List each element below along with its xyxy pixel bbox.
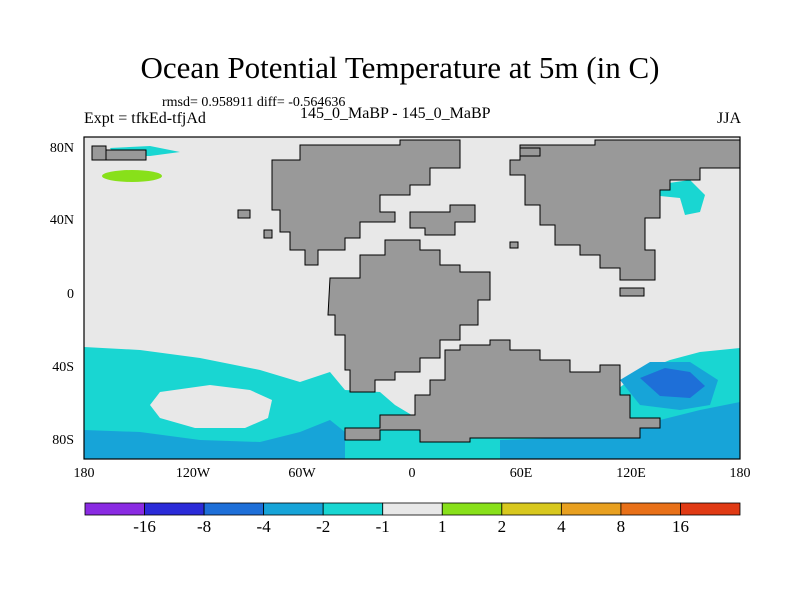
colorbar-swatch	[84, 502, 145, 516]
land-arctic-island-2	[105, 149, 147, 161]
colorbar-swatch	[382, 502, 443, 516]
land-arctic-island-3	[519, 147, 541, 157]
colorbar-label: -4	[256, 517, 271, 536]
colorbar-swatch	[501, 502, 562, 516]
colorbar-swatch	[560, 502, 622, 516]
lon-label-180w: 180	[73, 466, 95, 481]
plot-title: Ocean Potential Temperature at 5m (in C)	[140, 50, 660, 85]
anomaly-cyan-pacific-tongue	[150, 385, 272, 428]
land-masses	[91, 139, 741, 443]
colorbar-label: 16	[671, 517, 689, 536]
land-laurasia-west	[271, 139, 461, 266]
colorbar-label: -16	[133, 517, 156, 536]
colorbar-label: 1	[438, 517, 447, 536]
colorbar-swatch	[680, 502, 741, 516]
lon-label-0: 0	[408, 466, 416, 481]
map-frame	[83, 136, 741, 460]
experiment-label: Expt = tfkEd-tfjAd	[84, 110, 206, 127]
colorbar-label: 4	[557, 517, 566, 536]
land-europe-bridge	[409, 204, 476, 236]
colorbar-swatch	[144, 502, 205, 516]
land-tethys-islet	[509, 241, 519, 249]
lon-label-60e: 60E	[509, 466, 533, 481]
land-tethys-islet-2	[619, 287, 645, 297]
anomaly-lightblue-south	[84, 420, 345, 459]
colorbar-swatch	[620, 502, 681, 516]
land-west-islet-2	[263, 229, 273, 239]
colorbar-label: 2	[497, 517, 507, 536]
colorbar-label: -2	[316, 517, 331, 536]
stats-text: rmsd= 0.958911 diff= -0.564636	[162, 95, 346, 110]
land-antarctica-australia	[344, 339, 661, 443]
lon-label-120e: 120E	[616, 466, 646, 481]
lat-label-40s: 40S	[52, 360, 74, 375]
season-label: JJA	[717, 110, 742, 127]
lat-label-80n: 80N	[49, 141, 74, 156]
land-gondwana-africa-sa	[327, 239, 491, 393]
land-laurasia-east	[509, 139, 741, 281]
land-arctic-island-1	[91, 145, 107, 161]
lat-label-0: 0	[67, 287, 74, 302]
colorbar-swatch	[441, 502, 503, 516]
colorbar-label: -1	[375, 517, 390, 536]
anomaly-green-arctic	[102, 170, 162, 182]
colorbar-label: -8	[196, 517, 212, 536]
lat-label-40n: 40N	[49, 213, 74, 228]
anomaly-blue-indian	[640, 368, 705, 398]
colorbar-swatch	[263, 502, 324, 516]
lon-label-180e: 180	[729, 466, 751, 481]
subtitle: 145_0_MaBP - 145_0_MaBP	[300, 105, 491, 122]
lon-label-60w: 60W	[288, 466, 316, 481]
colorbar-swatch	[322, 502, 384, 516]
colorbar-swatch	[203, 502, 265, 516]
lon-label-120w: 120W	[175, 466, 211, 481]
colorbar	[84, 502, 741, 516]
lat-label-80s: 80S	[52, 433, 74, 448]
colorbar-label: 8	[616, 517, 626, 536]
land-west-islet	[237, 209, 251, 219]
